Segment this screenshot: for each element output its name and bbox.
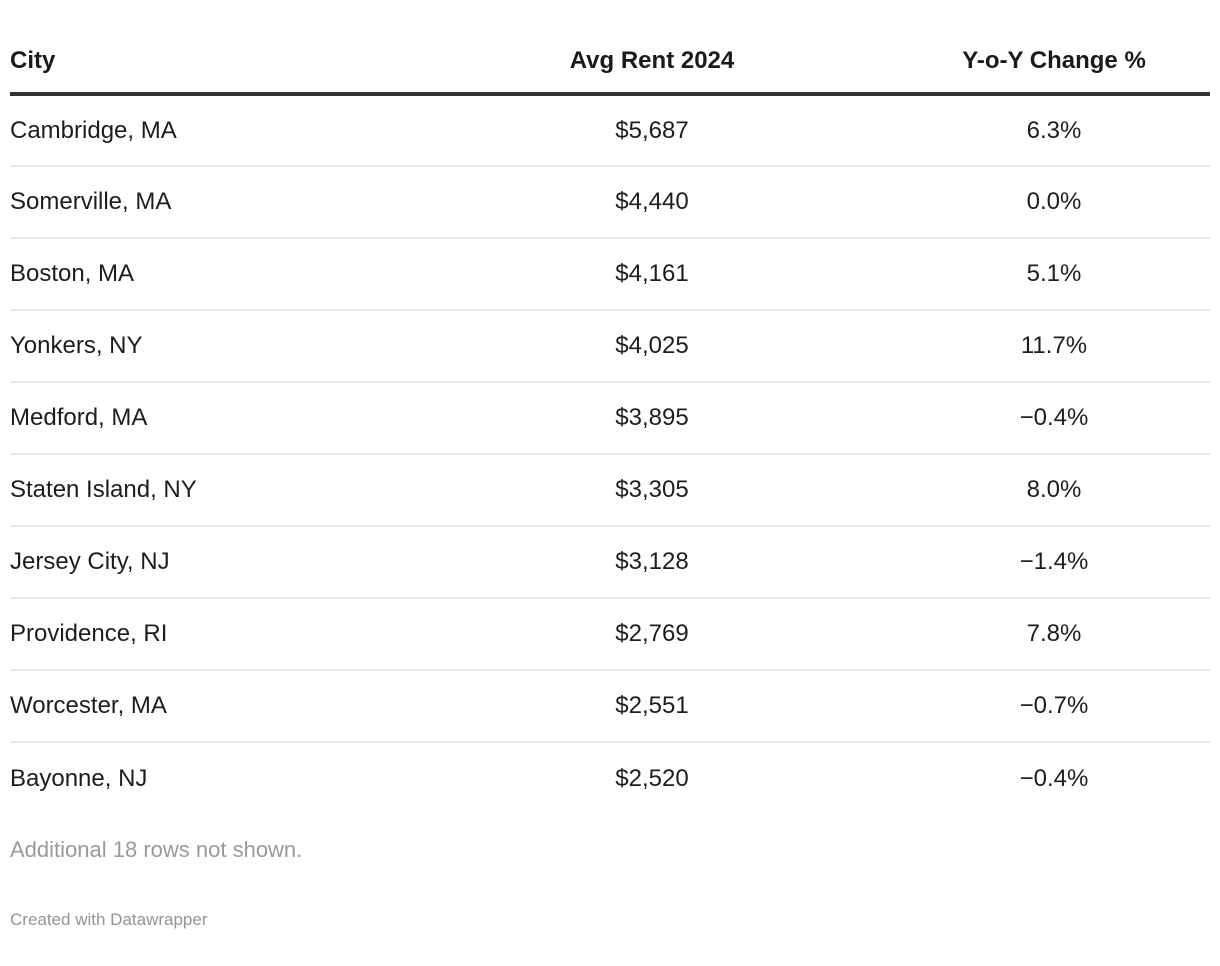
cell-avg-rent: $3,895 [406,382,898,455]
table-row: Yonkers, NY $4,025 11.7% [10,310,1210,383]
cell-yoy-change: 6.3% [898,94,1210,167]
cell-yoy-change: −0.7% [898,670,1210,743]
cell-city: Worcester, MA [10,670,406,743]
table-body: Cambridge, MA $5,687 6.3% Somerville, MA… [10,94,1210,814]
table-row: Medford, MA $3,895 −0.4% [10,382,1210,455]
cell-avg-rent: $2,520 [615,764,689,792]
cell-city: Yonkers, NY [10,310,406,383]
header-row: City Avg Rent 2024 Y-o-Y Change % [10,0,1210,96]
table-row: Jersey City, NJ $3,128 −1.4% [10,526,1210,599]
cell-yoy-change: 5.1% [898,238,1210,311]
column-header-yoy-change: Y-o-Y Change % [898,0,1210,96]
cell-city: Staten Island, NY [10,454,406,527]
cell-yoy-change: 7.8% [898,598,1210,671]
cell-avg-rent: $2,551 [406,670,898,743]
table-row: Boston, MA $4,161 5.1% [10,238,1210,311]
cell-yoy-change: −0.4% [1019,764,1089,792]
cell-avg-rent: $4,440 [406,166,898,239]
rent-table: City Avg Rent 2024 Y-o-Y Change % Cambri… [10,0,1210,814]
cell-yoy-change: 8.0% [898,454,1210,527]
table-row: Worcester, MA $2,551 −0.7% [10,670,1210,743]
cell-yoy-change: 0.0% [898,166,1210,239]
cell-avg-rent: $3,128 [406,526,898,599]
cell-city: Somerville, MA [10,166,406,239]
cell-city: Jersey City, NJ [10,526,406,599]
cell-city: Boston, MA [10,238,406,311]
cell-city: Medford, MA [10,382,406,455]
table-row: Staten Island, NY $3,305 8.0% [10,454,1210,527]
datawrapper-attribution-link[interactable]: Created with Datawrapper [10,910,208,929]
column-header-city: City [10,0,406,96]
table-row: Cambridge, MA $5,687 6.3% [10,94,1210,167]
cell-avg-rent: $5,687 [406,94,898,167]
additional-rows-note: Additional 18 rows not shown. [10,837,303,862]
cell-yoy-change: −0.4% [898,382,1210,455]
table-row: Bayonne, NJ $2,520 −0.4% [10,742,1210,814]
cell-city: Cambridge, MA [10,94,406,167]
cell-yoy-change: 11.7% [898,310,1210,383]
cell-city: Bayonne, NJ [10,764,148,792]
cell-avg-rent: $2,769 [406,598,898,671]
cell-avg-rent: $4,161 [406,238,898,311]
cell-city: Providence, RI [10,598,406,671]
cell-yoy-change: −1.4% [898,526,1210,599]
table-row: Somerville, MA $4,440 0.0% [10,166,1210,239]
cell-avg-rent: $4,025 [406,310,898,383]
column-header-avg-rent: Avg Rent 2024 [406,0,898,96]
cell-avg-rent: $3,305 [406,454,898,527]
table-row: Providence, RI $2,769 7.8% [10,598,1210,671]
table-header: City Avg Rent 2024 Y-o-Y Change % [10,0,1210,96]
